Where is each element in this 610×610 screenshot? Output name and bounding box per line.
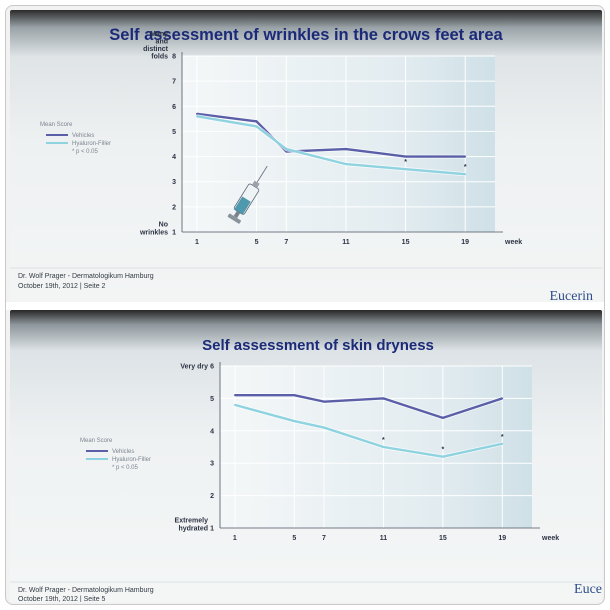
data-point <box>196 112 198 115</box>
footer-author: Dr. Wolf Prager - Dermatologikum Hamburg <box>18 273 154 280</box>
series-line-hyaluron-filler <box>234 403 503 458</box>
data-point <box>255 125 258 128</box>
legend-label-hyaluron-filler: Hyaluron-Filler <box>72 141 111 147</box>
data-point <box>293 420 296 422</box>
data-point <box>404 155 407 158</box>
x-axis-label: week <box>541 535 559 542</box>
x-tick-label: 7 <box>322 535 326 542</box>
legend-label-significance: * p < 0.05 <box>72 149 99 155</box>
syringe-icon <box>227 165 268 224</box>
y-tick-label: 8 <box>172 54 176 61</box>
data-point <box>464 155 467 158</box>
data-point <box>255 120 258 123</box>
y-bottom-label: wrinkles <box>139 230 168 237</box>
y-tick-label: 2 <box>172 204 176 211</box>
y-tick-label: 5 <box>210 396 214 403</box>
y-tick-label: 6 <box>210 364 214 371</box>
photo-collage: Self assessment of wrinkles in the crows… <box>5 5 605 605</box>
data-point <box>501 442 504 445</box>
y-bottom-label: hydrated <box>178 526 208 533</box>
footer-author: Dr. Wolf Prager - Dermatologikum Hamburg <box>18 587 154 594</box>
y-tick-label: 4 <box>172 154 176 161</box>
data-point <box>441 416 444 419</box>
legend-label-vehicles: Vehicles <box>112 449 134 455</box>
legend-label-significance: * p < 0.05 <box>112 465 139 471</box>
significance-marker: * <box>501 434 504 441</box>
legend-title: Mean Score <box>40 122 73 128</box>
x-axis-label: week <box>504 239 522 246</box>
data-point <box>233 403 236 406</box>
x-tick-label: 11 <box>342 239 350 246</box>
chart-title: Self assessment of wrinkles in the crows… <box>109 26 503 44</box>
footer-date: October 19th, 2012 | Seite 2 <box>18 283 106 290</box>
data-point <box>382 397 385 400</box>
y-tick-label: 3 <box>210 461 214 468</box>
y-top-label: folds <box>151 54 168 61</box>
data-point <box>285 148 288 150</box>
legend-label-hyaluron-filler: Hyaluron-Filler <box>112 457 151 463</box>
syringe-hub <box>251 180 260 189</box>
legend-title: Mean Score <box>80 438 113 444</box>
slide-dryness: Self assessment of skin dryness 1 2 3 4 5 6 1 5 7… <box>10 310 602 602</box>
y-top-label: and <box>156 39 168 46</box>
slide-divider <box>6 302 604 310</box>
x-tick-label: 19 <box>498 535 506 542</box>
data-point <box>233 394 236 397</box>
syringe-needle <box>256 165 268 183</box>
x-tick-label: 11 <box>380 535 388 542</box>
data-point <box>382 446 385 448</box>
y-top-label: distinct <box>143 46 169 53</box>
significance-marker: * <box>404 159 407 166</box>
x-tick-label: 5 <box>255 239 259 246</box>
y-tick-label: 7 <box>172 79 176 86</box>
data-point <box>404 168 407 171</box>
data-point <box>345 148 347 150</box>
y-tick-label: 1 <box>210 526 214 533</box>
y-tick-label: 5 <box>172 129 176 136</box>
y-bottom-label: No <box>159 222 168 229</box>
significance-marker: * <box>464 164 467 171</box>
brand-logo: Euce <box>574 582 602 597</box>
x-tick-label: 7 <box>284 239 288 246</box>
data-point <box>293 394 296 397</box>
y-bottom-label: Extremely <box>175 518 209 525</box>
y-top-label: Very dry <box>180 364 208 371</box>
data-point <box>323 400 325 403</box>
legend-label-vehicles: Vehicles <box>72 133 94 139</box>
x-tick-label: 19 <box>461 239 469 246</box>
series-line-hyaluron-filler <box>196 115 466 176</box>
chart-wrinkles: Self assessment of wrinkles in the crows… <box>10 26 602 302</box>
significance-marker: * <box>382 437 385 444</box>
chart-title: Self assessment of skin dryness <box>202 337 434 354</box>
y-tick-label: 3 <box>172 179 176 186</box>
data-point <box>441 455 444 458</box>
y-tick-label: 1 <box>172 230 176 237</box>
y-tick-label: 4 <box>210 428 214 435</box>
data-point <box>196 115 198 118</box>
x-tick-label: 15 <box>439 535 447 542</box>
data-point <box>345 163 347 166</box>
y-tick-label: 6 <box>172 104 176 111</box>
y-top-label: Many <box>150 31 168 38</box>
y-tick-label: 2 <box>210 493 214 500</box>
syringe-plunger-head <box>227 213 241 224</box>
syringe-fluid <box>234 196 251 215</box>
series-line-vehicles <box>196 112 466 158</box>
syringe-plunger-rod <box>233 210 241 219</box>
data-point <box>464 173 467 176</box>
data-point <box>501 397 504 400</box>
slide-wrinkles: Self assessment of wrinkles in the crows… <box>10 10 602 302</box>
brand-logo: Eucerin <box>549 289 593 302</box>
footer-date: October 19th, 2012 | Seite 5 <box>18 596 106 602</box>
plot-area <box>182 56 495 232</box>
x-tick-label: 15 <box>402 239 410 246</box>
significance-marker: * <box>441 447 444 454</box>
x-tick-label: 1 <box>233 535 237 542</box>
series-line-vehicles <box>234 393 503 420</box>
x-tick-label: 5 <box>292 535 296 542</box>
data-point <box>323 426 325 429</box>
x-tick-label: 1 <box>195 239 199 246</box>
